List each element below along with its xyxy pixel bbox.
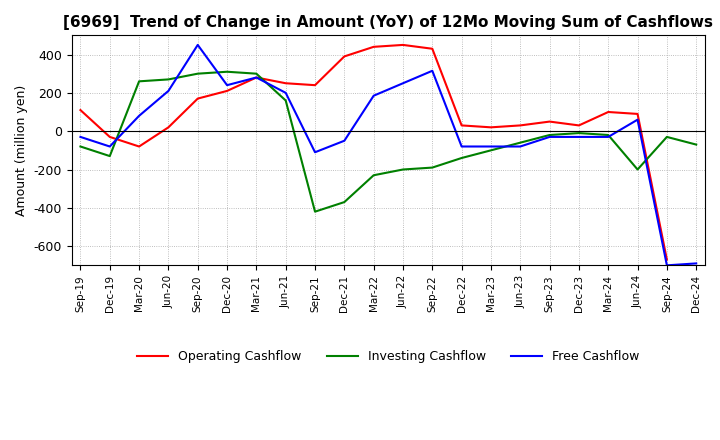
Free Cashflow	[282, 90, 290, 95]
Investing Cashflow	[516, 140, 525, 145]
Operating Cashflow	[428, 46, 436, 51]
Free Cashflow	[222, 83, 231, 88]
Operating Cashflow	[575, 123, 583, 128]
Investing Cashflow	[311, 209, 320, 214]
Investing Cashflow	[105, 154, 114, 159]
Investing Cashflow	[135, 79, 143, 84]
Free Cashflow	[164, 88, 173, 94]
Free Cashflow	[634, 117, 642, 122]
Free Cashflow	[135, 113, 143, 118]
Investing Cashflow	[634, 167, 642, 172]
Operating Cashflow	[164, 125, 173, 130]
Operating Cashflow	[194, 96, 202, 101]
Investing Cashflow	[457, 155, 466, 161]
Operating Cashflow	[135, 144, 143, 149]
Free Cashflow	[311, 150, 320, 155]
Legend: Operating Cashflow, Investing Cashflow, Free Cashflow: Operating Cashflow, Investing Cashflow, …	[132, 345, 644, 368]
Free Cashflow	[252, 75, 261, 80]
Free Cashflow	[399, 81, 408, 86]
Operating Cashflow	[545, 119, 554, 124]
Free Cashflow	[369, 93, 378, 99]
Investing Cashflow	[222, 69, 231, 74]
Free Cashflow	[105, 144, 114, 149]
Free Cashflow	[457, 144, 466, 149]
Free Cashflow	[662, 263, 671, 268]
Operating Cashflow	[222, 88, 231, 94]
Free Cashflow	[487, 144, 495, 149]
Investing Cashflow	[340, 199, 348, 205]
Y-axis label: Amount (million yen): Amount (million yen)	[15, 85, 28, 216]
Investing Cashflow	[194, 71, 202, 76]
Investing Cashflow	[282, 98, 290, 103]
Free Cashflow	[428, 68, 436, 73]
Operating Cashflow	[340, 54, 348, 59]
Operating Cashflow	[662, 257, 671, 262]
Operating Cashflow	[76, 107, 85, 113]
Investing Cashflow	[76, 144, 85, 149]
Operating Cashflow	[252, 75, 261, 80]
Operating Cashflow	[369, 44, 378, 49]
Operating Cashflow	[634, 111, 642, 117]
Investing Cashflow	[252, 71, 261, 76]
Investing Cashflow	[369, 172, 378, 178]
Operating Cashflow	[457, 123, 466, 128]
Investing Cashflow	[604, 132, 613, 138]
Line: Operating Cashflow: Operating Cashflow	[81, 45, 667, 260]
Free Cashflow	[194, 42, 202, 48]
Investing Cashflow	[428, 165, 436, 170]
Title: [6969]  Trend of Change in Amount (YoY) of 12Mo Moving Sum of Cashflows: [6969] Trend of Change in Amount (YoY) o…	[63, 15, 714, 30]
Free Cashflow	[604, 134, 613, 139]
Investing Cashflow	[692, 142, 701, 147]
Free Cashflow	[340, 138, 348, 143]
Operating Cashflow	[487, 125, 495, 130]
Operating Cashflow	[399, 42, 408, 48]
Operating Cashflow	[105, 134, 114, 139]
Investing Cashflow	[164, 77, 173, 82]
Investing Cashflow	[545, 132, 554, 138]
Investing Cashflow	[399, 167, 408, 172]
Investing Cashflow	[487, 148, 495, 153]
Investing Cashflow	[662, 134, 671, 139]
Free Cashflow	[575, 134, 583, 139]
Free Cashflow	[545, 134, 554, 139]
Investing Cashflow	[575, 130, 583, 136]
Line: Investing Cashflow: Investing Cashflow	[81, 72, 696, 212]
Free Cashflow	[76, 134, 85, 139]
Operating Cashflow	[311, 83, 320, 88]
Free Cashflow	[516, 144, 525, 149]
Free Cashflow	[692, 261, 701, 266]
Operating Cashflow	[516, 123, 525, 128]
Line: Free Cashflow: Free Cashflow	[81, 45, 696, 265]
Operating Cashflow	[604, 110, 613, 115]
Operating Cashflow	[282, 81, 290, 86]
